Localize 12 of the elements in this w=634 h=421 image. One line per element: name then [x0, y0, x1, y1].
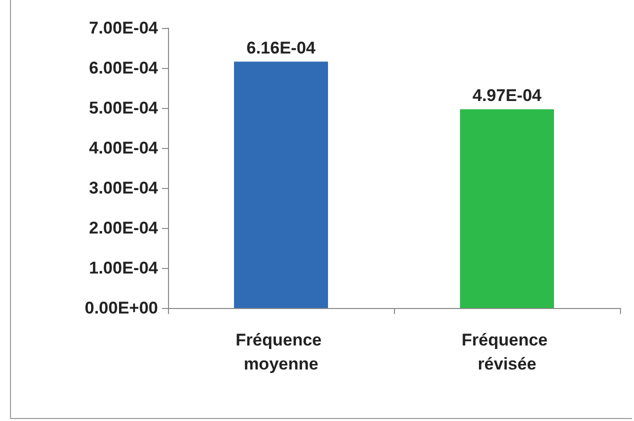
y-tick-label: 2.00E-04 — [89, 218, 159, 238]
y-tick-label: 1.00E-04 — [89, 258, 159, 278]
y-tick-label: 3.00E-04 — [89, 178, 159, 198]
data-label: 6.16E-04 — [246, 38, 316, 58]
y-tick-label: 4.00E-04 — [89, 138, 159, 158]
y-tick-label: 0.00E+00 — [84, 298, 158, 318]
y-tick-label: 7.00E-04 — [89, 18, 159, 38]
x-tick-label: Fréquence moyenne — [236, 330, 326, 374]
y-tick-label: 5.00E-04 — [89, 98, 159, 118]
x-tick-label: Fréquence révisée — [462, 330, 552, 374]
y-tick-label: 6.00E-04 — [89, 58, 159, 78]
data-label: 4.97E-04 — [472, 86, 542, 106]
